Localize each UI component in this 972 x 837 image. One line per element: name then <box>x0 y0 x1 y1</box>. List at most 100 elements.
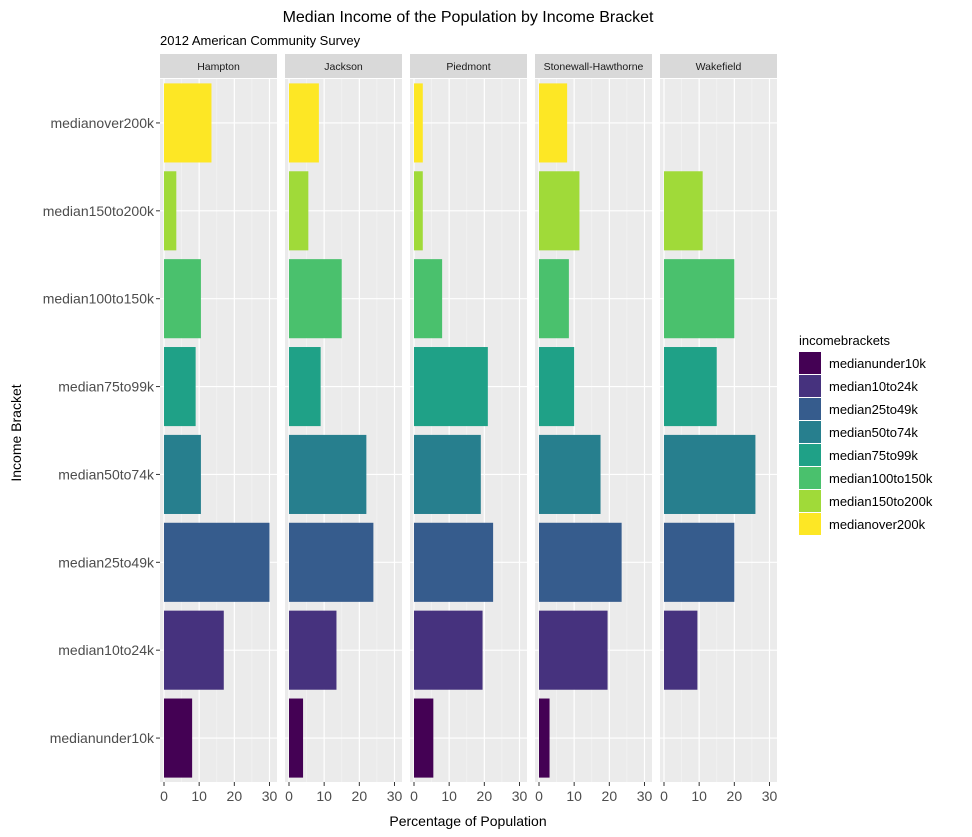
x-tick-label: 20 <box>352 788 368 804</box>
x-tick-label: 0 <box>410 788 418 804</box>
x-tick-label: 0 <box>660 788 668 804</box>
x-tick-label: 30 <box>762 788 778 804</box>
legend-key-median50to74k <box>799 421 821 443</box>
x-axis-title: Percentage of Population <box>389 813 546 829</box>
bar-stonewall-hawthorne-median75to99k <box>539 347 575 427</box>
x-tick-label: 10 <box>191 788 207 804</box>
bar-wakefield-median10to24k <box>664 610 698 690</box>
facet-panel-jackson: Jackson 0 10 20 30 <box>285 54 402 804</box>
y-tick-label: median10to24k <box>58 642 155 658</box>
y-axis: medianunder10k median10to24k median25to49k… <box>43 115 160 746</box>
x-tick-label: 30 <box>262 788 278 804</box>
legend-key-median10to24k <box>799 375 821 397</box>
bar-hampton-median150to200k <box>164 171 177 251</box>
bar-piedmont-median75to99k <box>414 347 488 427</box>
x-tick-label: 20 <box>602 788 618 804</box>
facet-strip <box>285 54 402 78</box>
bar-jackson-median25to49k <box>289 522 374 602</box>
y-tick-label: median50to74k <box>58 466 155 482</box>
chart-title: Median Income of the Population by Incom… <box>283 9 654 26</box>
bar-piedmont-median50to74k <box>414 434 481 514</box>
bar-piedmont-median100to150k <box>414 259 443 339</box>
y-tick-label: median75to99k <box>58 379 155 395</box>
bar-stonewall-hawthorne-medianover200k <box>539 83 568 163</box>
legend-title: incomebrackets <box>799 333 891 348</box>
x-tick-label: 0 <box>535 788 543 804</box>
x-tick-label: 30 <box>637 788 653 804</box>
bar-wakefield-median50to74k <box>664 434 756 514</box>
bar-wakefield-median75to99k <box>664 347 717 427</box>
facet-panel-piedmont: Piedmont 0 10 20 30 <box>410 54 527 804</box>
x-tick-label: 10 <box>316 788 332 804</box>
bar-piedmont-median150to200k <box>414 171 423 251</box>
facet-strip-label: Wakefield <box>696 61 742 73</box>
facet-strip-label: Stonewall-Hawthorne <box>544 61 644 73</box>
x-tick-label: 10 <box>566 788 582 804</box>
legend-label: median50to74k <box>829 425 918 440</box>
legend-key-median150to200k <box>799 490 821 512</box>
x-tick-label: 0 <box>285 788 293 804</box>
bar-hampton-median25to49k <box>164 522 270 602</box>
bar-jackson-median50to74k <box>289 434 367 514</box>
bar-stonewall-hawthorne-median100to150k <box>539 259 569 339</box>
bar-stonewall-hawthorne-median50to74k <box>539 434 601 514</box>
legend-label: median75to99k <box>829 448 918 463</box>
x-tick-label: 20 <box>727 788 743 804</box>
y-tick-label: medianover200k <box>50 115 155 131</box>
legend-key-median75to99k <box>799 444 821 466</box>
facet-strip <box>410 54 527 78</box>
legend-label: medianover200k <box>829 517 926 532</box>
facet-strip <box>160 54 277 78</box>
bar-piedmont-median10to24k <box>414 610 483 690</box>
x-tick-label: 20 <box>477 788 493 804</box>
legend-key-median100to150k <box>799 467 821 489</box>
y-tick-label: median100to150k <box>43 291 155 307</box>
bar-wakefield-median25to49k <box>664 522 735 602</box>
bar-hampton-median75to99k <box>164 347 196 427</box>
bar-hampton-median10to24k <box>164 610 224 690</box>
bar-piedmont-medianover200k <box>414 83 423 163</box>
x-tick-label: 20 <box>227 788 243 804</box>
bar-stonewall-hawthorne-median10to24k <box>539 610 608 690</box>
bar-piedmont-median25to49k <box>414 522 494 602</box>
y-tick-label: medianunder10k <box>50 730 155 746</box>
facet-panel-stonewall-hawthorne: Stonewall-Hawthorne 0 10 20 30 <box>535 54 652 804</box>
legend-label: median25to49k <box>829 402 918 417</box>
bar-stonewall-hawthorne-median150to200k <box>539 171 580 251</box>
bar-jackson-median150to200k <box>289 171 309 251</box>
bar-stonewall-hawthorne-median25to49k <box>539 522 622 602</box>
y-tick-label: median150to200k <box>43 203 155 219</box>
legend-label: median10to24k <box>829 379 918 394</box>
bar-stonewall-hawthorne-medianunder10k <box>539 698 550 778</box>
x-tick-label: 10 <box>691 788 707 804</box>
facet-panel-hampton: Hampton 0 10 20 30 <box>160 54 277 804</box>
bar-jackson-median10to24k <box>289 610 337 690</box>
x-tick-label: 30 <box>512 788 528 804</box>
bar-piedmont-medianunder10k <box>414 698 434 778</box>
facet-strip <box>535 54 652 78</box>
facet-strip <box>660 54 777 78</box>
facet-panels: Hampton 0 10 20 30 Jackson 0 10 20 30 Piedmont 0 10 2… <box>160 54 777 804</box>
x-tick-label: 10 <box>441 788 457 804</box>
chart-subtitle: 2012 American Community Survey <box>160 33 361 48</box>
legend-label: median100to150k <box>829 471 933 486</box>
facet-strip-label: Hampton <box>197 61 240 73</box>
legend: incomebrackets medianunder10k median10to2… <box>799 333 933 535</box>
x-tick-label: 30 <box>387 788 403 804</box>
facet-panel-wakefield: Wakefield 0 10 20 30 <box>660 54 777 804</box>
bar-jackson-medianunder10k <box>289 698 304 778</box>
legend-label: medianunder10k <box>829 356 926 371</box>
legend-key-median25to49k <box>799 398 821 420</box>
bar-hampton-median50to74k <box>164 434 201 514</box>
legend-key-medianover200k <box>799 513 821 535</box>
bar-hampton-medianunder10k <box>164 698 193 778</box>
y-tick-label: median25to49k <box>58 554 155 570</box>
facet-strip-label: Piedmont <box>446 61 490 73</box>
bar-hampton-medianover200k <box>164 83 212 163</box>
bar-jackson-medianover200k <box>289 83 319 163</box>
bar-wakefield-median100to150k <box>664 259 735 339</box>
legend-key-medianunder10k <box>799 352 821 374</box>
legend-label: median150to200k <box>829 494 933 509</box>
bar-jackson-median75to99k <box>289 347 321 427</box>
